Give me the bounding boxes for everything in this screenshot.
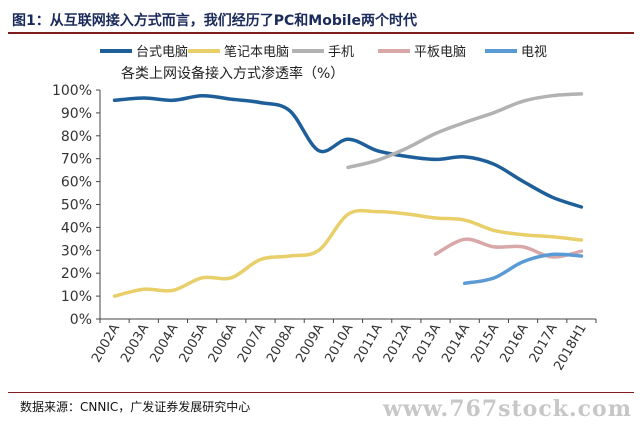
y-tick-label-3: 30% — [61, 243, 92, 259]
watermark: www.767stock.com — [382, 396, 632, 422]
y-tick-label-10: 100% — [52, 83, 92, 99]
legend-label-3: 平板电脑 — [414, 45, 466, 60]
y-tick-label-9: 90% — [61, 106, 92, 122]
y-tick-label-4: 40% — [61, 220, 92, 236]
legend-label-2: 手机 — [328, 45, 354, 60]
legend-label-0: 台式电脑 — [136, 45, 188, 60]
y-tick-label-6: 60% — [61, 175, 92, 191]
y-tick-label-8: 80% — [61, 129, 92, 145]
data-source: 数据来源：CNNIC，广发证券发展研究中心 — [20, 400, 251, 414]
series-line-1 — [112, 208, 584, 298]
footer-divider — [8, 392, 634, 393]
header-divider — [8, 32, 634, 34]
legend-label-4: 电视 — [521, 45, 547, 60]
y-tick-label-5: 50% — [61, 198, 92, 214]
series-line-3 — [433, 237, 584, 259]
y-tick-label-1: 10% — [61, 289, 92, 305]
chart-title: 各类上网设备接入方式渗透率（%） — [121, 65, 344, 82]
y-tick-label-0: 0% — [70, 312, 92, 328]
legend-label-1: 笔记本电脑 — [224, 44, 289, 60]
y-tick-label-2: 20% — [61, 266, 92, 282]
y-tick-label-7: 70% — [61, 152, 92, 168]
figure-header: 图1：从互联网接入方式而言，我们经历了PC和Mobile两个时代 — [8, 4, 634, 32]
figure-title: 图1：从互联网接入方式而言，我们经历了PC和Mobile两个时代 — [12, 13, 417, 29]
series-line-0 — [112, 93, 584, 209]
series-line-4 — [462, 252, 584, 286]
series-line-2 — [346, 92, 584, 170]
